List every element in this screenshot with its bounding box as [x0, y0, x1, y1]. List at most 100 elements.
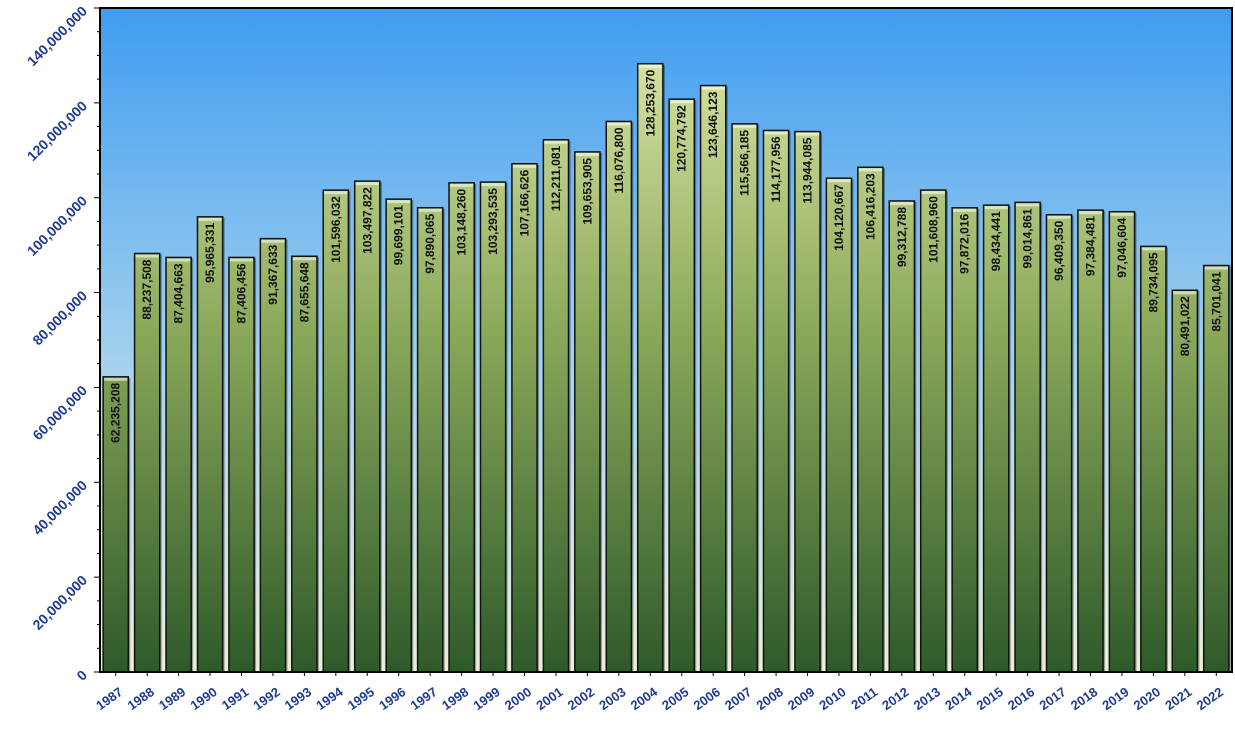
bar [982, 204, 1010, 673]
bar-highlight [858, 168, 882, 172]
bar-highlight [481, 183, 505, 187]
bar [511, 162, 538, 673]
x-tick-label: 2019 [1099, 684, 1131, 713]
bar-highlight [1173, 291, 1197, 295]
bar [1108, 210, 1136, 673]
bar-highlight [512, 164, 537, 168]
x-tick-label: 1987 [93, 684, 125, 713]
bar-highlight [387, 200, 411, 204]
bar-highlight [1110, 212, 1134, 216]
bar [794, 130, 821, 673]
bar [825, 177, 853, 673]
y-tick-label: 120,000,000 [24, 98, 91, 165]
bar-highlight [1141, 247, 1165, 251]
x-tick-label: 2000 [502, 684, 534, 713]
plot-background [99, 7, 1233, 673]
y-tick-label: 80,000,000 [29, 287, 90, 348]
bar-highlight [764, 131, 788, 135]
bar [668, 98, 696, 673]
bar [636, 62, 664, 673]
x-tick-label: 2022 [1194, 684, 1226, 713]
x-tick-label: 2011 [848, 684, 880, 712]
bar-value-label: 104,120,667 [832, 184, 846, 251]
bar-highlight [1016, 203, 1040, 207]
x-tick-label: 2018 [1068, 684, 1100, 713]
x-tick-label: 2016 [1005, 684, 1037, 713]
x-tick-label: 1988 [125, 684, 157, 713]
bar-value-label: 101,608,960 [926, 196, 940, 263]
x-tick-label: 1993 [282, 684, 314, 713]
bar-value-label: 97,872,016 [958, 213, 972, 273]
bar-value-label: 97,890,065 [423, 213, 437, 273]
bar [1171, 289, 1199, 673]
bar [1202, 264, 1230, 673]
x-tick-label: 2014 [942, 684, 975, 713]
bar-value-label: 91,367,633 [266, 244, 280, 304]
bar-highlight [544, 140, 568, 144]
bar-value-label: 96,409,350 [1052, 220, 1066, 280]
bar-value-label: 120,774,792 [675, 105, 689, 172]
bar [1140, 245, 1167, 673]
bar [857, 166, 884, 673]
bar-highlight [418, 208, 442, 212]
bar-value-label: 89,734,095 [1146, 252, 1160, 312]
x-tick-label: 2002 [565, 684, 597, 713]
bar [165, 256, 192, 673]
bar-highlight [198, 217, 222, 221]
x-tick-label: 1994 [313, 684, 346, 713]
bar-highlight [795, 132, 820, 136]
bar-value-label: 98,434,441 [989, 211, 1003, 271]
bar [448, 182, 475, 673]
x-tick-label: 1992 [250, 684, 282, 713]
bar-highlight [984, 206, 1008, 210]
bar-value-label: 97,384,481 [1084, 216, 1098, 276]
bar-value-label: 97,046,604 [1115, 217, 1129, 277]
x-tick-label: 2006 [691, 684, 723, 713]
bar [699, 84, 727, 673]
bar-highlight [104, 377, 128, 381]
bar-value-label: 87,404,663 [172, 263, 186, 323]
x-tick-label: 1997 [408, 684, 440, 713]
bar-highlight [1078, 211, 1103, 215]
bar-highlight [607, 122, 631, 126]
x-tick-label: 2013 [911, 684, 943, 713]
bar-highlight [1047, 215, 1071, 219]
bar-value-label: 115,566,185 [738, 130, 752, 196]
bar-value-label: 101,596,032 [329, 196, 343, 263]
bar [1077, 209, 1104, 673]
bar-highlight [575, 152, 599, 156]
bar-highlight [733, 124, 757, 128]
x-tick-label: 2004 [628, 684, 661, 713]
bar-value-label: 80,491,022 [1178, 296, 1192, 356]
x-tick-label: 1995 [345, 684, 377, 713]
bar-value-label: 99,312,788 [895, 207, 909, 267]
bar [1045, 213, 1073, 673]
bar-highlight [324, 191, 348, 195]
bar [542, 139, 570, 673]
bar-highlight [953, 208, 977, 212]
bar-value-label: 128,253,670 [643, 69, 657, 136]
bar-value-label: 103,148,260 [455, 188, 469, 255]
bar-highlight [450, 183, 474, 187]
x-tick-label: 2005 [659, 684, 691, 713]
bar [385, 198, 413, 673]
bar-value-label: 87,406,456 [235, 263, 249, 323]
bar [353, 180, 381, 673]
bar-value-label: 123,646,123 [706, 91, 720, 158]
bar-highlight [167, 258, 191, 262]
bar [259, 237, 287, 673]
bar [196, 216, 224, 673]
bar-value-label: 103,293,535 [486, 188, 500, 255]
bar [291, 255, 318, 673]
x-tick-label: 2020 [1131, 684, 1163, 713]
bar [762, 129, 790, 673]
bar-highlight [229, 258, 254, 262]
bar [951, 207, 979, 673]
x-tick-label: 2001 [533, 684, 565, 713]
bar [888, 200, 916, 673]
bar [731, 123, 758, 673]
bar-value-label: 107,166,626 [518, 169, 532, 236]
bar-value-label: 87,655,648 [297, 262, 311, 322]
x-tick-label: 1989 [156, 684, 188, 713]
